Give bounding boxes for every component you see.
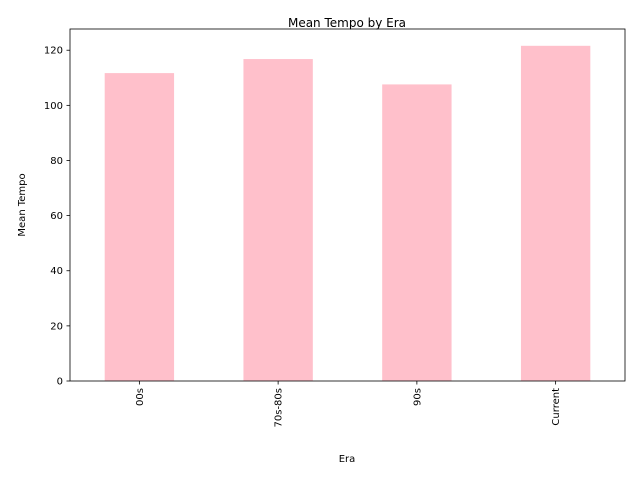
y-axis-title: Mean Tempo	[17, 173, 28, 236]
chart-title: Mean Tempo by Era	[288, 16, 406, 30]
bar-current	[520, 45, 591, 382]
x-tick-label: 90s	[412, 388, 423, 406]
x-tick-label: Current	[551, 388, 562, 426]
y-tick-label: 20	[50, 321, 63, 332]
y-tick-label: 80	[50, 156, 63, 167]
x-axis-title: Era	[339, 454, 356, 465]
plot-frame	[69, 28, 626, 382]
y-tick-label: 0	[57, 377, 63, 388]
x-axis-ticks: 00s 70s-80s 90s Current	[135, 381, 562, 427]
y-tick-label: 60	[50, 211, 63, 222]
y-tick-label: 100	[44, 101, 63, 112]
bar-70s-80s	[243, 59, 313, 382]
bar-90s	[382, 84, 452, 382]
bar-00s	[104, 73, 175, 381]
y-axis-ticks: 0 20 40 60 80 100 120	[44, 46, 70, 388]
bars-group	[104, 45, 591, 382]
y-tick-label: 40	[50, 266, 63, 277]
y-tick-label: 120	[44, 46, 63, 57]
x-tick-label: 70s-80s	[274, 388, 285, 427]
x-tick-label: 00s	[135, 388, 146, 406]
